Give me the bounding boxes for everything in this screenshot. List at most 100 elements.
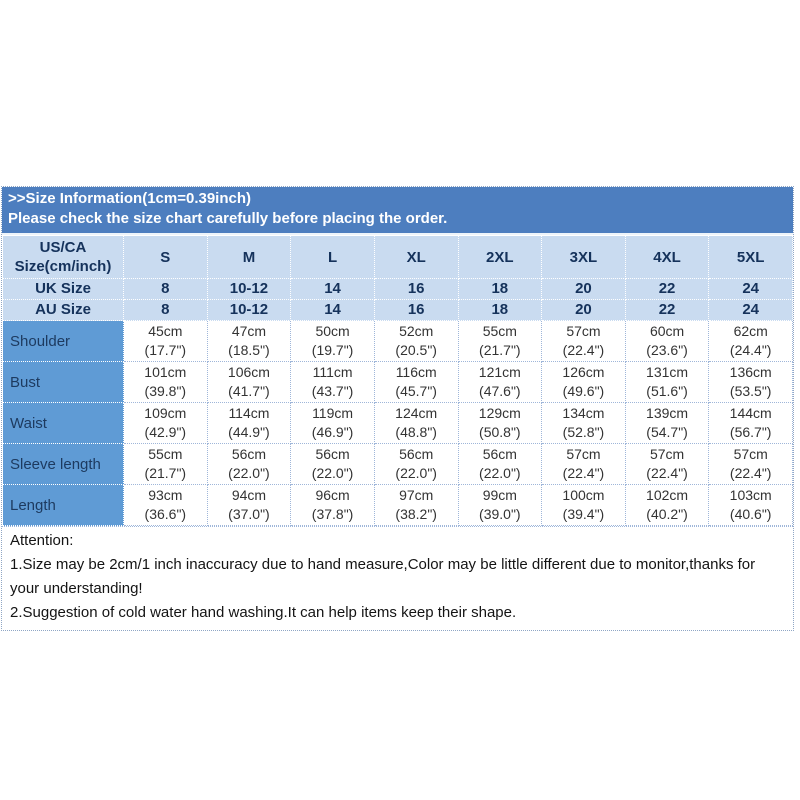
value-cm: 60cm — [649, 323, 685, 339]
au-size-row-value: 16 — [373, 299, 459, 321]
value-cm: 124cm — [395, 405, 438, 421]
size-value-cell: 139cm (54.7") — [624, 402, 710, 444]
value-cm: 136cm — [729, 364, 772, 380]
size-table: US/CA Size(cm/inch) S M L XL 2XL 3XL 4XL 5XL UK Si… — [2, 235, 793, 526]
size-value-cell: 56cm (22.0") — [373, 443, 459, 485]
value-cm: 100cm — [562, 487, 605, 503]
value-cm: 126cm — [562, 364, 605, 380]
au-size-row-value: 20 — [541, 299, 626, 321]
value-inch: (37.8") — [311, 506, 354, 522]
au-size-row-value: 14 — [290, 299, 375, 321]
size-value-cell: 136cm (53.5") — [708, 361, 793, 403]
au-size-row-value: 22 — [624, 299, 710, 321]
size-value-cell: 57cm (22.4") — [708, 443, 793, 485]
au-size-row: AU Size 8 10-12 14 16 18 20 22 24 — [2, 299, 793, 321]
column-header-xl: XL — [373, 235, 459, 279]
value-inch: (43.7") — [311, 383, 354, 399]
value-cm: 139cm — [646, 405, 689, 421]
size-value-cell: 97cm (38.2") — [373, 484, 459, 526]
size-value-cell: 126cm (49.6") — [541, 361, 626, 403]
value-inch: (51.6") — [646, 383, 688, 399]
size-chart-sheet: >>Size Information(1cm=0.39inch) Please … — [1, 186, 794, 631]
value-inch: (18.5") — [228, 342, 270, 358]
banner: >>Size Information(1cm=0.39inch) Please … — [2, 187, 793, 235]
size-value-cell: 124cm (48.8") — [373, 402, 459, 444]
value-cm: 102cm — [646, 487, 689, 503]
uk-size-row-value: 14 — [290, 278, 375, 300]
size-value-cell: 103cm (40.6") — [708, 484, 793, 526]
value-cm: 50cm — [315, 323, 350, 339]
attention-note-1: 1.Size may be 2cm/1 inch inaccuracy due … — [10, 556, 756, 597]
value-cm: 134cm — [562, 405, 605, 421]
column-header-s: S — [123, 235, 208, 279]
size-value-cell: 114cm (44.9") — [206, 402, 292, 444]
table-head: US/CA Size(cm/inch) S M L XL 2XL 3XL 4XL 5XL UK Si… — [2, 235, 793, 321]
uk-size-row-label: UK Size — [2, 278, 124, 300]
value-cm: 55cm — [148, 446, 183, 462]
size-value-cell: 56cm (22.0") — [206, 443, 292, 485]
value-cm: 97cm — [399, 487, 434, 503]
uk-size-row-value: 20 — [541, 278, 626, 300]
value-inch: (24.4") — [729, 342, 772, 358]
size-value-cell: 60cm (23.6") — [624, 320, 710, 362]
table-header-row: US/CA Size(cm/inch) S M L XL 2XL 3XL 4XL 5XL — [2, 235, 793, 279]
value-cm: 111cm — [312, 364, 353, 380]
value-inch: (39.0") — [479, 506, 521, 522]
column-header-m: M — [206, 235, 292, 279]
value-inch: (45.7") — [395, 383, 437, 399]
corner-header: US/CA Size(cm/inch) — [2, 235, 124, 279]
size-value-cell: 52cm (20.5") — [373, 320, 459, 362]
column-header-l: L — [290, 235, 375, 279]
value-cm: 99cm — [482, 487, 517, 503]
size-value-cell: 111cm (43.7") — [290, 361, 375, 403]
banner-subtitle: Please check the size chart carefully be… — [8, 210, 448, 227]
value-inch: (38.2") — [395, 506, 437, 522]
au-size-row-value: 10-12 — [206, 299, 292, 321]
size-value-cell: 47cm (18.5") — [206, 320, 292, 362]
value-inch: (20.5") — [395, 342, 437, 358]
size-value-cell: 129cm (50.8") — [457, 402, 543, 444]
value-cm: 55cm — [482, 323, 517, 339]
value-inch: (22.0") — [311, 465, 354, 481]
row-label: Shoulder — [2, 320, 124, 362]
value-inch: (23.6") — [646, 342, 688, 358]
value-cm: 52cm — [399, 323, 434, 339]
size-value-cell: 100cm (39.4") — [541, 484, 626, 526]
value-inch: (53.5") — [729, 383, 772, 399]
value-inch: (56.7") — [729, 424, 772, 440]
value-cm: 144cm — [729, 405, 772, 421]
size-value-cell: 55cm (21.7") — [457, 320, 543, 362]
size-value-cell: 93cm (36.6") — [123, 484, 208, 526]
size-value-cell: 144cm (56.7") — [708, 402, 793, 444]
value-cm: 119cm — [312, 405, 354, 421]
column-header-3xl: 3XL — [541, 235, 626, 279]
uk-size-row-value: 10-12 — [206, 278, 292, 300]
value-cm: 56cm — [315, 446, 350, 462]
uk-size-row-value: 16 — [373, 278, 459, 300]
size-value-cell: 99cm (39.0") — [457, 484, 543, 526]
value-cm: 103cm — [729, 487, 772, 503]
value-cm: 57cm — [649, 446, 685, 462]
value-inch: (46.9") — [311, 424, 354, 440]
size-value-cell: 109cm (42.9") — [123, 402, 208, 444]
size-value-cell: 57cm (22.4") — [624, 443, 710, 485]
value-cm: 121cm — [478, 364, 521, 380]
value-inch: (40.6") — [729, 506, 772, 522]
size-value-cell: 45cm (17.7") — [123, 320, 208, 362]
size-value-cell: 134cm (52.8") — [541, 402, 626, 444]
value-cm: 56cm — [231, 446, 267, 462]
banner-title: >>Size Information(1cm=0.39inch) — [8, 190, 251, 207]
value-inch: (19.7") — [311, 342, 354, 358]
value-inch: (21.7") — [144, 465, 187, 481]
size-value-cell: 102cm (40.2") — [624, 484, 710, 526]
table-row: Bust 101cm (39.8") 106cm (41.7") 111cm (43.7")… — [2, 361, 793, 403]
value-inch: (41.7") — [228, 383, 270, 399]
value-inch: (50.8") — [479, 424, 521, 440]
size-value-cell: 57cm (22.4") — [541, 320, 626, 362]
size-value-cell: 94cm (37.0") — [206, 484, 292, 526]
uk-size-row-value: 18 — [457, 278, 543, 300]
value-cm: 129cm — [478, 405, 521, 421]
value-inch: (21.7") — [479, 342, 521, 358]
value-inch: (47.6") — [479, 383, 521, 399]
column-header-2xl: 2XL — [457, 235, 543, 279]
